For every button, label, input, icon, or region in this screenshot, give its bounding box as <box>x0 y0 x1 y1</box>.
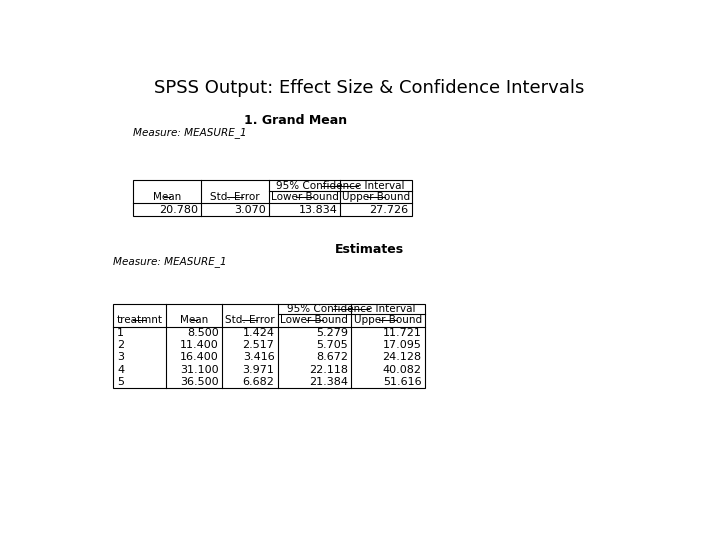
Text: Lower Bound: Lower Bound <box>280 315 348 326</box>
Text: 3.070: 3.070 <box>234 205 266 214</box>
Text: Measure: MEASURE_1: Measure: MEASURE_1 <box>113 256 227 267</box>
Text: Estimates: Estimates <box>334 243 404 256</box>
Text: 27.726: 27.726 <box>369 205 408 214</box>
Text: 6.682: 6.682 <box>243 377 274 387</box>
Text: treatmnt: treatmnt <box>117 315 163 326</box>
Text: 22.118: 22.118 <box>309 364 348 375</box>
Text: 11.721: 11.721 <box>383 328 422 338</box>
Text: 40.082: 40.082 <box>383 364 422 375</box>
Text: Measure: MEASURE_1: Measure: MEASURE_1 <box>132 127 246 138</box>
Text: SPSS Output: Effect Size & Confidence Intervals: SPSS Output: Effect Size & Confidence In… <box>154 79 584 97</box>
Text: 8.672: 8.672 <box>316 353 348 362</box>
Text: Std. Error: Std. Error <box>210 192 260 202</box>
Text: 8.500: 8.500 <box>187 328 219 338</box>
Text: 5.705: 5.705 <box>316 340 348 350</box>
Text: 3: 3 <box>117 353 124 362</box>
Text: Std. Error: Std. Error <box>225 315 274 326</box>
Text: 95% Confidence Interval: 95% Confidence Interval <box>287 304 415 314</box>
Text: 13.834: 13.834 <box>298 205 337 214</box>
Text: 3.971: 3.971 <box>243 364 274 375</box>
Text: 3.416: 3.416 <box>243 353 274 362</box>
Text: 17.095: 17.095 <box>383 340 422 350</box>
Text: 24.128: 24.128 <box>382 353 422 362</box>
Text: 31.100: 31.100 <box>180 364 219 375</box>
Text: 1: 1 <box>117 328 124 338</box>
Text: 4: 4 <box>117 364 125 375</box>
Text: 11.400: 11.400 <box>180 340 219 350</box>
Text: Lower Bound: Lower Bound <box>271 192 338 202</box>
Text: 21.384: 21.384 <box>309 377 348 387</box>
Text: 51.616: 51.616 <box>383 377 422 387</box>
Text: Upper Bound: Upper Bound <box>354 315 422 326</box>
Text: Mean: Mean <box>153 192 181 202</box>
Text: 20.780: 20.780 <box>158 205 198 214</box>
Text: 2: 2 <box>117 340 125 350</box>
Text: 1. Grand Mean: 1. Grand Mean <box>244 114 347 127</box>
Bar <box>132 180 412 215</box>
Text: 5.279: 5.279 <box>316 328 348 338</box>
Bar <box>113 303 425 388</box>
Text: 2.517: 2.517 <box>243 340 274 350</box>
Text: Mean: Mean <box>180 315 208 326</box>
Text: 1.424: 1.424 <box>243 328 274 338</box>
Text: 36.500: 36.500 <box>180 377 219 387</box>
Text: Upper Bound: Upper Bound <box>342 192 410 202</box>
Text: 95% Confidence Interval: 95% Confidence Interval <box>276 181 405 191</box>
Text: 16.400: 16.400 <box>180 353 219 362</box>
Text: 5: 5 <box>117 377 124 387</box>
